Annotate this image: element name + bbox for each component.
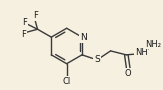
Text: O: O: [125, 69, 132, 78]
Text: S: S: [94, 55, 100, 64]
Text: N: N: [80, 33, 87, 42]
Text: NH₂: NH₂: [145, 40, 161, 49]
Text: F: F: [21, 30, 26, 39]
Text: NH: NH: [135, 48, 148, 57]
Text: F: F: [33, 11, 38, 20]
Text: F: F: [22, 18, 27, 27]
Text: Cl: Cl: [63, 77, 71, 86]
